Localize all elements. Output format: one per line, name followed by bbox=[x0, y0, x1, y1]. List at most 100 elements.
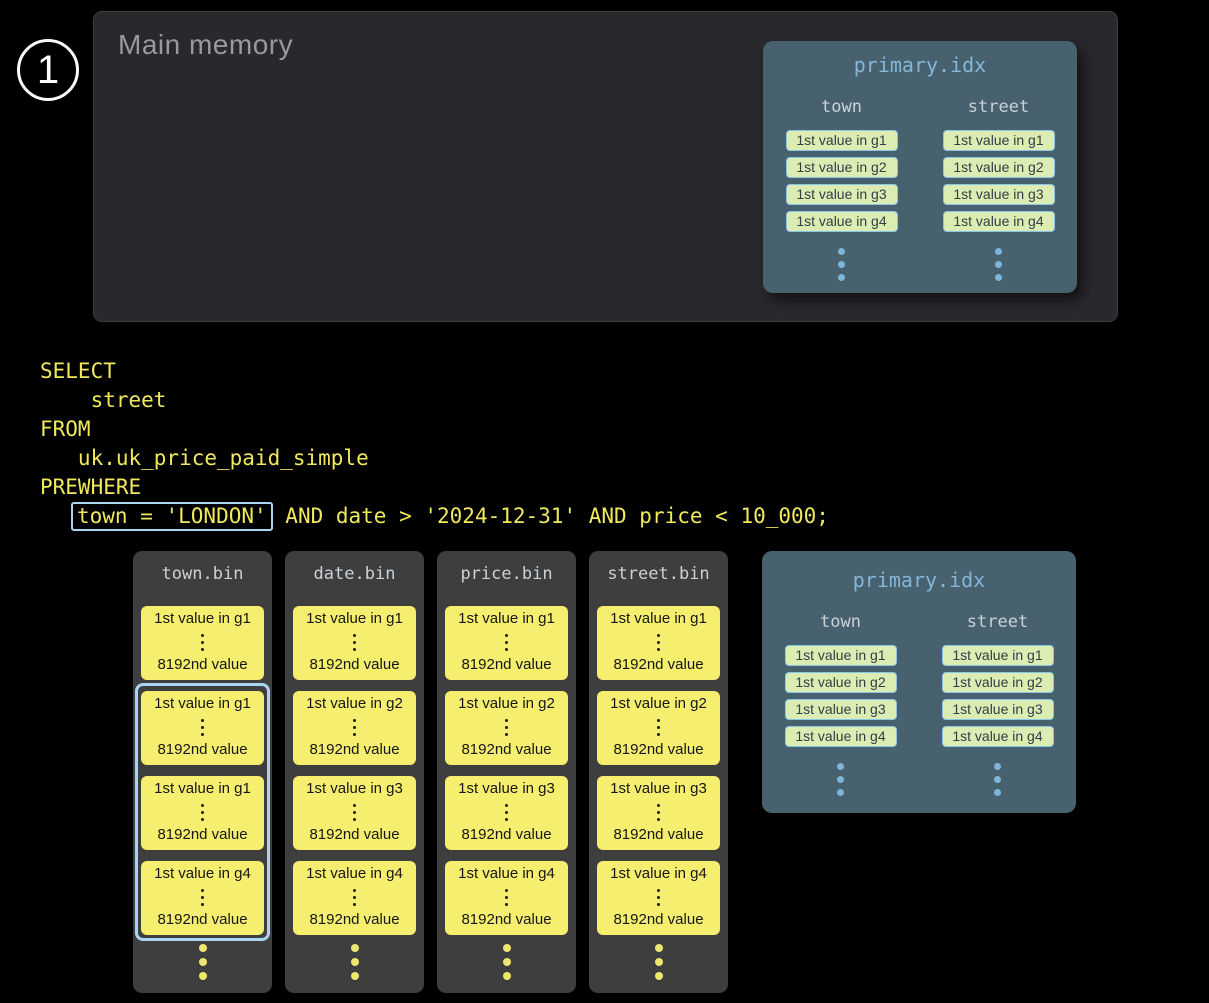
bin-title: street.bin bbox=[607, 564, 710, 584]
granule-first-value: 1st value in g2 bbox=[610, 695, 707, 712]
granule-last-value: 8192nd value bbox=[309, 911, 400, 928]
ellipsis-vertical-icon bbox=[505, 633, 508, 651]
idx-entry: 1st value in g3 bbox=[785, 184, 898, 205]
idx-entry: 1st value in g4 bbox=[942, 211, 1055, 232]
granule-cell: 1st value in g2 8192nd value bbox=[597, 691, 720, 765]
idx-entry: 1st value in g3 bbox=[941, 699, 1054, 720]
idx-column-header: street bbox=[967, 97, 1030, 117]
bin-panel-date: date.bin 1st value in g1 8192nd value 1s… bbox=[285, 551, 424, 993]
granule-last-value: 8192nd value bbox=[461, 911, 552, 928]
granule-cell: 1st value in g1 8192nd value bbox=[141, 776, 264, 850]
granule-last-value: 8192nd value bbox=[461, 826, 552, 843]
granule-cell: 1st value in g1 8192nd value bbox=[445, 606, 568, 680]
sql-line-select-column: street bbox=[40, 388, 167, 412]
granule-first-value: 1st value in g3 bbox=[458, 780, 555, 797]
primary-idx-title: primary.idx bbox=[853, 53, 987, 77]
granule-last-value: 8192nd value bbox=[157, 741, 248, 758]
ellipsis-vertical-icon bbox=[837, 763, 844, 796]
granule-last-value: 8192nd value bbox=[309, 826, 400, 843]
idx-column-header: town bbox=[821, 97, 862, 117]
idx-entry: 1st value in g2 bbox=[784, 672, 897, 693]
granule-list: 1st value in g1 8192nd value 1st value i… bbox=[445, 606, 568, 946]
ellipsis-vertical-icon bbox=[353, 718, 356, 736]
step-number: 1 bbox=[36, 47, 60, 92]
granule-first-value: 1st value in g2 bbox=[306, 695, 403, 712]
main-memory-label: Main memory bbox=[118, 29, 294, 60]
ellipsis-vertical-icon bbox=[657, 718, 660, 736]
idx-column-town: town 1st value in g1 1st value in g2 1st… bbox=[762, 612, 919, 796]
bin-panel-town: town.bin 1st value in g1 8192nd value 1s… bbox=[133, 551, 272, 993]
ellipsis-vertical-icon bbox=[589, 944, 728, 980]
granule-first-value: 1st value in g1 bbox=[610, 610, 707, 627]
prewhere-boxed-text: town = 'LONDON' bbox=[77, 504, 267, 528]
ellipsis-vertical-icon bbox=[201, 718, 204, 736]
idx-column-street: street 1st value in g1 1st value in g2 1… bbox=[919, 612, 1076, 796]
bin-title: town.bin bbox=[161, 564, 244, 584]
ellipsis-vertical-icon bbox=[657, 633, 660, 651]
granule-cell: 1st value in g3 8192nd value bbox=[597, 776, 720, 850]
granule-first-value: 1st value in g3 bbox=[610, 780, 707, 797]
granule-first-value: 1st value in g3 bbox=[306, 780, 403, 797]
main-memory-panel: Main memory primary.idx town 1st value i… bbox=[93, 11, 1118, 322]
idx-entry: 1st value in g1 bbox=[785, 130, 898, 151]
ellipsis-vertical-icon bbox=[995, 248, 1002, 281]
bin-panel-street: street.bin 1st value in g1 8192nd value … bbox=[589, 551, 728, 993]
granule-cell: 1st value in g4 8192nd value bbox=[445, 861, 568, 935]
granule-last-value: 8192nd value bbox=[461, 656, 552, 673]
ellipsis-vertical-icon bbox=[505, 718, 508, 736]
granule-last-value: 8192nd value bbox=[613, 911, 704, 928]
ellipsis-vertical-icon bbox=[353, 803, 356, 821]
granule-first-value: 1st value in g1 bbox=[154, 780, 251, 797]
granule-last-value: 8192nd value bbox=[157, 656, 248, 673]
granule-cell: 1st value in g1 8192nd value bbox=[141, 606, 264, 680]
bin-title: price.bin bbox=[460, 564, 553, 584]
idx-entry: 1st value in g1 bbox=[942, 130, 1055, 151]
idx-entry: 1st value in g2 bbox=[942, 157, 1055, 178]
step-1-badge: 1 bbox=[17, 39, 79, 101]
ellipsis-vertical-icon bbox=[437, 944, 576, 980]
granule-cell: 1st value in g2 8192nd value bbox=[445, 691, 568, 765]
ellipsis-vertical-icon bbox=[838, 248, 845, 281]
granule-list: 1st value in g1 8192nd value 1st value i… bbox=[293, 606, 416, 946]
primary-idx-columns: town 1st value in g1 1st value in g2 1st… bbox=[763, 97, 1077, 281]
granule-first-value: 1st value in g2 bbox=[458, 695, 555, 712]
ellipsis-vertical-icon bbox=[994, 763, 1001, 796]
sql-line-select: SELECT bbox=[40, 359, 116, 383]
granule-cell: 1st value in g2 8192nd value bbox=[293, 691, 416, 765]
sql-line-prewhere-condition: town = 'LONDON' AND date > '2024-12-31' … bbox=[40, 502, 829, 531]
prewhere-town-highlight-box: town = 'LONDON' bbox=[71, 502, 273, 531]
granule-list: 1st value in g1 8192nd value 1st value i… bbox=[141, 606, 264, 946]
ellipsis-vertical-icon bbox=[657, 888, 660, 906]
granule-cell: 1st value in g1 8192nd value bbox=[597, 606, 720, 680]
granule-first-value: 1st value in g1 bbox=[154, 695, 251, 712]
granule-last-value: 8192nd value bbox=[157, 826, 248, 843]
granule-cell: 1st value in g1 8192nd value bbox=[141, 691, 264, 765]
granule-last-value: 8192nd value bbox=[309, 656, 400, 673]
idx-entry: 1st value in g4 bbox=[941, 726, 1054, 747]
idx-entry: 1st value in g1 bbox=[941, 645, 1054, 666]
ellipsis-vertical-icon bbox=[201, 888, 204, 906]
granule-cell: 1st value in g4 8192nd value bbox=[597, 861, 720, 935]
ellipsis-vertical-icon bbox=[353, 633, 356, 651]
primary-idx-title: primary.idx bbox=[852, 568, 986, 592]
idx-entry: 1st value in g2 bbox=[785, 157, 898, 178]
ellipsis-vertical-icon bbox=[505, 888, 508, 906]
granule-last-value: 8192nd value bbox=[309, 741, 400, 758]
granule-first-value: 1st value in g1 bbox=[306, 610, 403, 627]
idx-entry: 1st value in g4 bbox=[785, 211, 898, 232]
bin-title: date.bin bbox=[313, 564, 396, 584]
granule-last-value: 8192nd value bbox=[461, 741, 552, 758]
idx-entry: 1st value in g1 bbox=[784, 645, 897, 666]
granule-last-value: 8192nd value bbox=[157, 911, 248, 928]
granule-first-value: 1st value in g4 bbox=[154, 865, 251, 882]
ellipsis-vertical-icon bbox=[133, 944, 272, 980]
granule-cell: 1st value in g3 8192nd value bbox=[445, 776, 568, 850]
primary-idx-panel-memory: primary.idx town 1st value in g1 1st val… bbox=[763, 41, 1077, 293]
granule-first-value: 1st value in g1 bbox=[458, 610, 555, 627]
idx-column-town: town 1st value in g1 1st value in g2 1st… bbox=[763, 97, 920, 281]
granule-cell: 1st value in g4 8192nd value bbox=[141, 861, 264, 935]
ellipsis-vertical-icon bbox=[201, 803, 204, 821]
granule-list: 1st value in g1 8192nd value 1st value i… bbox=[597, 606, 720, 946]
idx-entry: 1st value in g3 bbox=[784, 699, 897, 720]
granule-cell: 1st value in g1 8192nd value bbox=[293, 606, 416, 680]
